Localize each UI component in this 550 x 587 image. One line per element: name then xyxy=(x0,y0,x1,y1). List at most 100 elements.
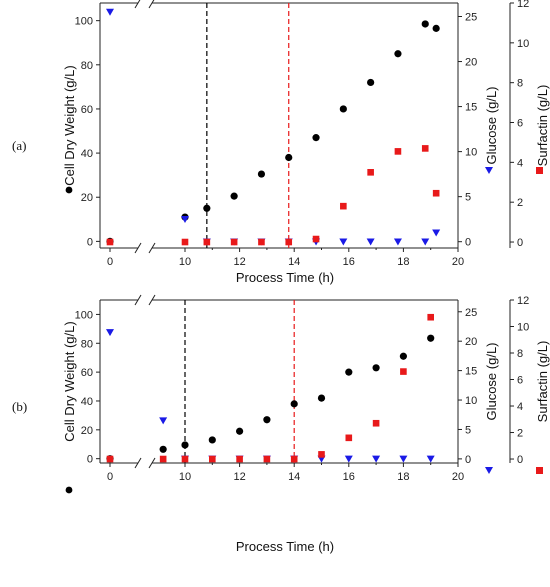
p1-cdw-tick-label: 0 xyxy=(87,236,93,248)
p2-surfactin-tick-label: 4 xyxy=(517,401,523,413)
p1-axis-break-mark-0a xyxy=(134,242,142,254)
p2-glucose-axis-label: Glucose (g/L) xyxy=(484,342,499,420)
p1-cdw-point xyxy=(312,134,320,142)
p1-surfactin-point xyxy=(367,169,374,176)
p2-glucose-point xyxy=(426,455,435,463)
p1-glucose-tick-label: 25 xyxy=(465,12,477,24)
p2-surfactin-point xyxy=(372,419,380,427)
p2-axis-break-mark-0b xyxy=(148,457,156,469)
p1-surfactin-tick-label: 8 xyxy=(517,78,523,90)
p1-cdw-symbol xyxy=(65,186,73,194)
p1-axis-break-mark-1a xyxy=(134,0,141,9)
p1-surfactin-tick-label: 4 xyxy=(517,157,523,169)
p1-glucose-point xyxy=(421,238,430,246)
p2-cdw-point xyxy=(372,364,380,372)
p1-glucose-tick-label: 0 xyxy=(465,237,471,249)
p2-x-tick-label: 18 xyxy=(397,471,409,483)
p2-surfactin-tick-label: 6 xyxy=(517,375,523,387)
p2-glucose-point xyxy=(399,455,408,463)
p2-surfactin-tick-label: 10 xyxy=(517,322,529,334)
p1-glucose-axis-label: Glucose (g/L) xyxy=(484,86,499,164)
p2-x-axis-label: Process Time (h) xyxy=(236,539,334,554)
p1-cdw-tick-label: 80 xyxy=(81,60,93,72)
p2-glucose-point xyxy=(106,329,114,337)
p2-cdw-tick-label: 80 xyxy=(81,338,93,350)
p1-cdw-tick-label: 20 xyxy=(81,192,93,204)
p1-x-tick-label: 20 xyxy=(452,256,464,268)
p2-glucose-tick-label: 0 xyxy=(465,454,471,466)
p1-surfactin-point xyxy=(106,238,114,246)
p2-axis-break-mark-1b xyxy=(148,294,156,306)
p2-glucose-point xyxy=(344,455,353,463)
p1-surfactin-point xyxy=(432,189,440,197)
p2-x-tick-label: 16 xyxy=(343,471,355,483)
p1-glucose-point xyxy=(432,229,441,237)
p2-glucose-symbol xyxy=(485,467,493,474)
p1-x-tick-label: 12 xyxy=(233,256,245,268)
p1-cdw-point xyxy=(285,153,293,162)
p1-surfactin-point xyxy=(394,148,402,155)
p1-cdw-point xyxy=(339,105,347,113)
p2-surfactin-axis-label: Surfactin (g/L) xyxy=(535,341,550,423)
p2-glucose-point xyxy=(372,455,381,463)
p1-surfactin-point xyxy=(312,235,320,243)
p1-glucose-point xyxy=(106,8,114,16)
p1-glucose-tick-label: 10 xyxy=(465,147,477,159)
p2-cdw-tick-label: 100 xyxy=(75,309,93,321)
p1-cdw-tick-label: 60 xyxy=(81,104,93,116)
p2-x-tick-label: 14 xyxy=(288,471,300,483)
p1-cdw-axis-label: Cell Dry Weight (g/L) xyxy=(62,65,77,185)
p1-x-tick-label: 14 xyxy=(288,256,300,268)
p2-cdw-tick-label: 60 xyxy=(81,367,93,379)
p2-axis-break-mark-1a xyxy=(134,294,142,306)
p1-surfactin-point xyxy=(181,238,189,246)
p2-cdw-point xyxy=(399,352,407,360)
p1-glucose-symbol xyxy=(485,167,493,174)
p2-surfactin-point xyxy=(400,368,407,375)
p2-cdw-point xyxy=(317,394,326,402)
p1-glucose-tick-label: 15 xyxy=(465,102,477,114)
p2-surfactin-point xyxy=(181,455,189,463)
p2-surfactin-point xyxy=(106,455,114,463)
p1-cdw-tick-label: 100 xyxy=(75,16,93,28)
p2-panel-label: (b) xyxy=(12,399,27,414)
p1-glucose-point xyxy=(339,238,348,246)
p1-cdw-point xyxy=(432,24,440,32)
p1-x-tick-label: 0 xyxy=(107,256,113,268)
p2-surfactin-point xyxy=(159,455,167,463)
p2-surfactin-point xyxy=(318,451,325,458)
p1-glucose-tick-label: 5 xyxy=(465,192,471,204)
p2-surfactin-point xyxy=(427,313,434,321)
p2-x-tick-label: 12 xyxy=(233,471,245,483)
p2-glucose-tick-label: 20 xyxy=(465,336,477,348)
p1-cdw-point xyxy=(367,78,375,87)
p2-cdw-point xyxy=(236,427,244,435)
p2-surfactin-point xyxy=(263,455,271,463)
p2-cdw-symbol xyxy=(65,486,73,494)
p1-cdw-tick-label: 40 xyxy=(81,148,93,160)
p1-surfactin-tick-label: 10 xyxy=(517,38,529,50)
p1-panel-label: (a) xyxy=(12,138,26,153)
p1-glucose-tick-label: 20 xyxy=(465,57,477,69)
p1-glucose-point xyxy=(393,238,402,246)
p2-cdw-point xyxy=(427,334,435,342)
p1-surfactin-tick-label: 2 xyxy=(517,197,523,209)
p1-surfactin-tick-label: 0 xyxy=(517,237,523,249)
p2-glucose-tick-label: 10 xyxy=(465,395,477,407)
p1-axis-break-mark-0b xyxy=(148,242,156,254)
p1-surfactin-axis-label: Surfactin (g/L) xyxy=(535,85,550,167)
p1-surfactin-point xyxy=(285,238,293,246)
p1-cdw-point xyxy=(257,170,266,178)
p2-surfactin-point xyxy=(290,455,298,463)
p2-x-tick-label: 20 xyxy=(452,471,464,483)
p2-cdw-point xyxy=(263,416,271,424)
p2-glucose-tick-label: 25 xyxy=(465,307,477,319)
p1-surfactin-tick-label: 6 xyxy=(517,118,523,130)
p2-cdw-axis-label: Cell Dry Weight (g/L) xyxy=(62,321,77,441)
p1-x-tick-label: 18 xyxy=(397,256,409,268)
p1-x-axis-label: Process Time (h) xyxy=(236,270,334,285)
p2-glucose-point xyxy=(159,417,168,425)
p2-cdw-point xyxy=(290,400,298,408)
p2-cdw-point xyxy=(181,441,189,449)
p2-x-tick-label: 10 xyxy=(179,471,191,483)
